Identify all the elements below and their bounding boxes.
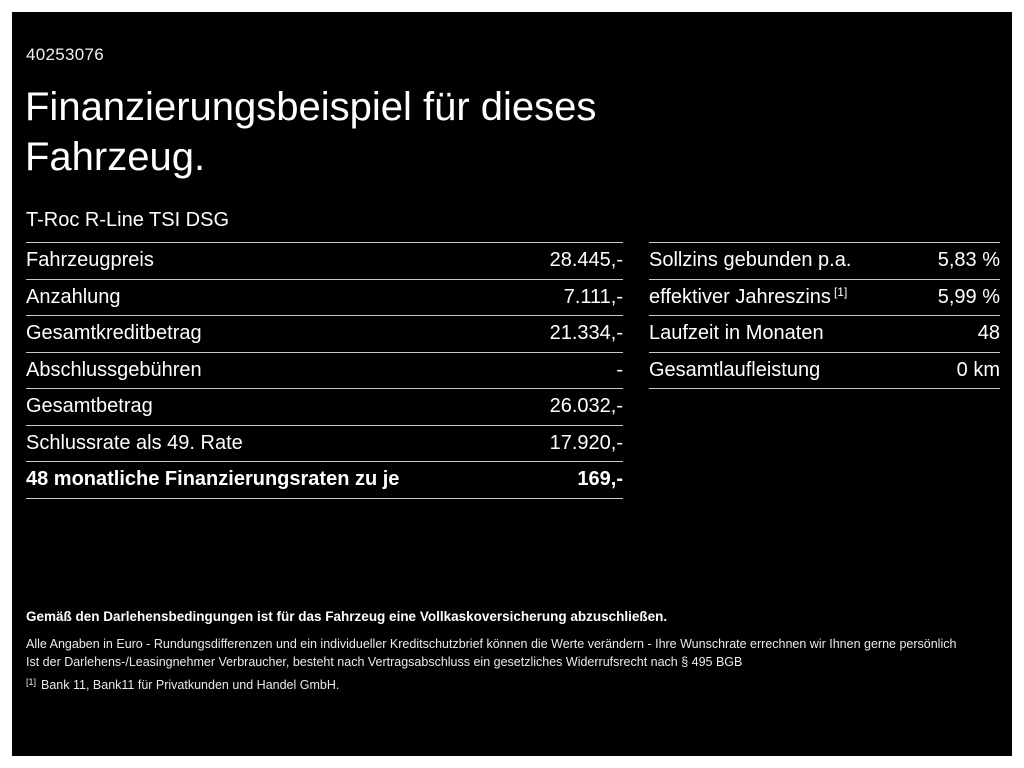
row-label: Sollzins gebunden p.a. [649,249,852,272]
offer-id: 40253076 [26,45,105,64]
row-label: effektiver Jahreszins [1] [649,284,848,308]
row-value: 5,99 % [937,285,1000,308]
footnote-disclaimer-2: Ist der Darlehens-/Leasingnehmer Verbrau… [26,655,743,669]
footnote-bank: [1] Bank 11, Bank11 für Privatkunden und … [26,677,996,692]
row-value: 48 [977,322,1000,345]
row-label: Fahrzeugpreis [26,249,154,272]
row-label: Gesamtkreditbetrag [26,322,202,345]
vehicle-model: T-Roc R-Line TSI DSG [26,209,230,231]
footnote-bank-text: Bank 11, Bank11 für Privatkunden und Han… [41,678,340,692]
table-row: Sollzins gebunden p.a. 5,83 % [649,242,1000,279]
footnotes: Gemäß den Darlehensbedingungen ist für d… [26,609,996,692]
table-row: effektiver Jahreszins [1] 5,99 % [649,278,1000,316]
footnote-marker: [1] [26,677,37,687]
table-row: Schlussrate als 49. Rate 17.920,- [26,424,623,462]
row-label: Gesamtlaufleistung [649,358,821,381]
row-value: 17.920,- [549,431,623,454]
financing-table-right: Sollzins gebunden p.a. 5,83 % effektiver… [649,242,1000,389]
page-title-line1: Finanzierungsbeispiel für dieses [25,85,597,129]
footnote-marker: [1] [833,284,848,299]
row-value: 169,- [577,468,623,491]
row-value: 21.334,- [549,322,623,345]
row-label: Anzahlung [26,285,121,308]
row-label: Gesamtbetrag [26,395,153,418]
table-row-monthly-rate: 48 monatliche Finanzierungsraten zu je 1… [26,461,623,498]
financing-panel: 40253076 Finanzierungsbeispiel für diese… [12,12,1012,756]
footnote-insurance: Gemäß den Darlehensbedingungen ist für d… [26,609,668,624]
row-value: - [616,358,623,381]
footnote-disclaimer-1: Alle Angaben in Euro - Rundungsdifferenz… [26,637,957,651]
table-row: Gesamtbetrag 26.032,- [26,388,623,425]
row-value: 5,83 % [937,249,1000,272]
table-row: Gesamtkreditbetrag 21.334,- [26,315,623,352]
row-value: 26.032,- [549,395,623,418]
row-value: 7.111,- [563,285,623,308]
row-label: Abschlussgebühren [26,358,202,381]
financing-table-left: Fahrzeugpreis 28.445,- Anzahlung 7.111,-… [26,242,623,499]
row-value: 28.445,- [549,249,623,272]
table-row: Abschlussgebühren - [26,351,623,389]
page-title: Finanzierungsbeispiel für dieses Fahrzeu… [25,82,596,182]
table-row: Gesamtlaufleistung 0 km [649,351,1000,389]
row-label: 48 monatliche Finanzierungsraten zu je [26,468,400,491]
row-value: 0 km [956,358,1000,381]
row-label: Laufzeit in Monaten [649,322,824,345]
table-row: Anzahlung 7.111,- [26,278,623,316]
table-row: Laufzeit in Monaten 48 [649,315,1000,352]
row-label: Schlussrate als 49. Rate [26,431,243,454]
table-row: Fahrzeugpreis 28.445,- [26,242,623,279]
page-title-line2: Fahrzeug. [25,135,206,179]
